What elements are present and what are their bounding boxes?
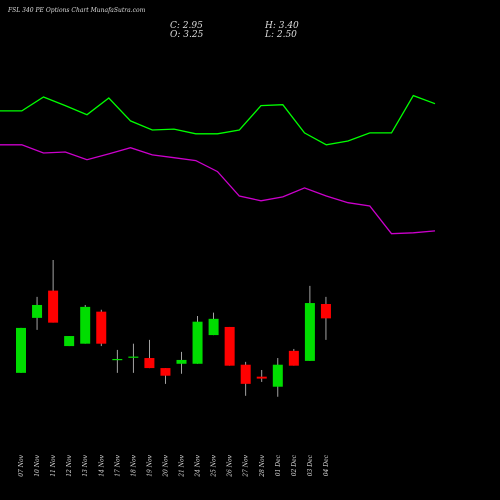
x-tick-label: 25 Nov xyxy=(211,454,218,477)
ohlc-open: O: 3.25 xyxy=(170,30,204,40)
x-tick-label: 24 Nov xyxy=(195,454,202,477)
x-tick-label: 03 Dec xyxy=(307,454,314,476)
ohlc-low: L: 2.50 xyxy=(264,30,297,40)
candle-body xyxy=(144,358,155,369)
candle-body xyxy=(320,304,331,319)
candle-body xyxy=(96,311,107,344)
candle-body xyxy=(192,321,203,364)
x-tick-label: 12 Nov xyxy=(66,454,73,476)
candle-body xyxy=(256,376,267,379)
x-tick-label: 20 Nov xyxy=(162,454,169,477)
candle-body xyxy=(160,368,171,376)
x-tick-label: 18 Nov xyxy=(130,454,137,476)
x-tick-label: 17 Nov xyxy=(114,454,121,476)
indicator-line xyxy=(0,144,436,235)
candle-body xyxy=(272,364,283,387)
candle-body xyxy=(16,327,26,373)
x-tick-label: 26 Nov xyxy=(227,454,234,477)
x-tick-label: 01 Dec xyxy=(275,454,282,476)
candle-body xyxy=(64,336,75,347)
x-tick-label: 13 Nov xyxy=(82,454,89,476)
x-tick-label: 21 Nov xyxy=(179,454,186,477)
ohlc-close: C: 2.95 xyxy=(170,21,203,31)
candle-body xyxy=(224,326,235,366)
x-tick-label: 11 Nov xyxy=(50,454,57,476)
candle-body xyxy=(32,304,43,318)
indicator-line xyxy=(0,94,436,146)
candle-body xyxy=(80,306,91,344)
x-tick-label: 14 Nov xyxy=(98,454,105,476)
x-tick-label: 27 Nov xyxy=(243,454,250,477)
candle-body xyxy=(48,290,59,323)
candle-body xyxy=(240,364,251,384)
candle-body xyxy=(288,350,299,366)
candle-body xyxy=(208,318,219,336)
chart-title: FSL 340 PE Options Chart MunafaSutra.com xyxy=(7,7,146,14)
candle-body xyxy=(304,303,315,361)
candle-body xyxy=(176,359,187,364)
x-tick-label: 07 Nov xyxy=(18,454,25,476)
x-tick-label: 28 Nov xyxy=(259,454,266,477)
x-tick-label: 04 Dec xyxy=(323,454,330,476)
x-tick-label: 02 Dec xyxy=(291,454,298,476)
x-tick-label: 19 Nov xyxy=(146,454,153,476)
candle-body xyxy=(112,358,123,361)
ohlc-high: H: 3.40 xyxy=(264,21,299,31)
x-tick-label: 10 Nov xyxy=(34,454,41,476)
candle-body xyxy=(128,356,139,358)
